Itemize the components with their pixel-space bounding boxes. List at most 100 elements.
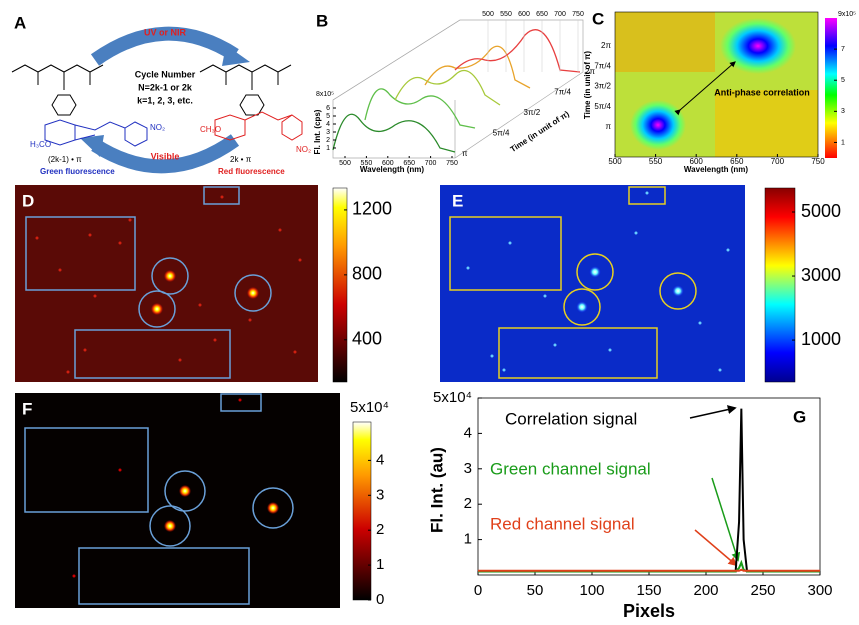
molecule (199, 64, 292, 116)
spot (72, 574, 76, 578)
data-line (478, 408, 820, 573)
molecule (11, 64, 104, 116)
x-tick-label: 600 (518, 11, 530, 18)
spot (88, 233, 92, 237)
spot (35, 236, 39, 240)
bright-spot (164, 270, 176, 282)
spot (178, 358, 182, 362)
colorbar-tick-label: 1 (841, 139, 845, 146)
heatmap-peak (630, 100, 686, 150)
colorbar-tick-label: 4 (376, 451, 384, 468)
panel-label: G (793, 407, 806, 426)
spot (238, 398, 242, 402)
y-tick-label: 6 (326, 105, 330, 112)
spot (553, 343, 557, 347)
x-tick-label: 600 (382, 160, 394, 167)
y-tick-label: 4 (326, 121, 330, 128)
molecule-green (44, 119, 148, 147)
spot (718, 368, 722, 372)
annotation-arrow (694, 529, 738, 567)
colorbar-tick-label: 3000 (801, 265, 841, 285)
panel-a: A UV or NIR Visible Cycle Number N=2k-1 … (11, 13, 311, 176)
annotation: Correlation signal (505, 409, 637, 428)
annotation: Anti-phase correlation (714, 87, 810, 97)
panel-e: E (440, 185, 796, 383)
z-tick-label: 2π (585, 67, 595, 76)
colorbar-tick-label: 5000 (801, 201, 841, 221)
spot (608, 348, 612, 352)
bright-spot (151, 303, 163, 315)
chem-group: H₃CO (30, 140, 51, 149)
bright-spot (247, 287, 259, 299)
spot (93, 294, 97, 298)
spot (248, 318, 252, 322)
x-tick-label: 750 (446, 160, 458, 167)
arrow (90, 26, 239, 66)
annotation-arrow (711, 477, 741, 562)
panel-label: B (316, 11, 328, 30)
bright-spot (576, 301, 588, 313)
colorbar (352, 421, 372, 601)
spot (490, 354, 494, 358)
colorbar (764, 187, 796, 383)
x-tick-label: 700 (554, 11, 566, 18)
x-tick-label: 700 (425, 160, 437, 167)
caption: Green fluorescence (40, 167, 115, 176)
y-tick-label: 5 (326, 113, 330, 120)
colorbar-tick-label: 3 (841, 108, 845, 115)
y-tick-label: 3π/2 (594, 82, 611, 91)
y-tick-label: 1 (464, 531, 472, 548)
spot (645, 191, 649, 195)
caption: Red fluorescence (218, 167, 285, 176)
spot (58, 268, 62, 272)
spot (66, 370, 70, 374)
bright-spot (179, 485, 191, 497)
spot (220, 195, 224, 199)
y-tick-label: 5π/4 (594, 102, 611, 111)
state-label: 2k • π (230, 155, 252, 164)
panel-label: F (22, 399, 32, 418)
cycle-text: Cycle Number (135, 69, 196, 79)
x-tick-label: 500 (608, 157, 622, 166)
roi (449, 186, 697, 379)
spot (293, 350, 297, 354)
spot (466, 266, 470, 270)
colorbar-tick-label: 1000 (801, 329, 841, 349)
spot (118, 468, 122, 472)
arrow-head (222, 45, 250, 66)
colorbar (825, 18, 837, 158)
spot (298, 258, 302, 262)
spot (213, 338, 217, 342)
plot-frame (614, 11, 819, 158)
panel-f: F 5x10⁴ (15, 393, 389, 608)
x-tick-label: 200 (693, 582, 718, 599)
plot-frame (332, 19, 584, 159)
colorbar-tick-label: 800 (352, 264, 382, 284)
x-tick-label: 300 (807, 582, 832, 599)
x-tick-label: 500 (482, 11, 494, 18)
cycle-text: N=2k-1 or 2k (138, 82, 193, 92)
annotation: Green channel signal (490, 459, 651, 478)
y-tick-label: 3 (326, 129, 330, 136)
chem-group: NO₂ (150, 123, 165, 132)
y-tick-label: 8x10⁵ (316, 91, 334, 98)
spot (118, 241, 122, 245)
y-tick-label: 2 (464, 495, 472, 512)
roi (25, 186, 272, 379)
z-tick-label: 3π/2 (524, 108, 541, 117)
x-tick-label: 500 (339, 160, 351, 167)
bright-spot (164, 520, 176, 532)
bright-spot (672, 285, 684, 297)
spectra (332, 29, 581, 153)
data-line (478, 568, 820, 572)
panel-b: B Fl. Int. (cps) Wavelength (nm) Time (i… (313, 11, 584, 174)
x-tick-label: 150 (636, 582, 661, 599)
x-axis-label: Wavelength (nm) (360, 165, 424, 174)
heatmap-peak (720, 18, 796, 74)
x-tick-label: 700 (771, 157, 785, 166)
x-axis-label: Wavelength (nm) (684, 165, 748, 174)
z-tick-label: 7π/4 (554, 88, 571, 97)
colorbar-tick-label: 1200 (352, 199, 392, 219)
x-tick-label: 50 (527, 582, 544, 599)
